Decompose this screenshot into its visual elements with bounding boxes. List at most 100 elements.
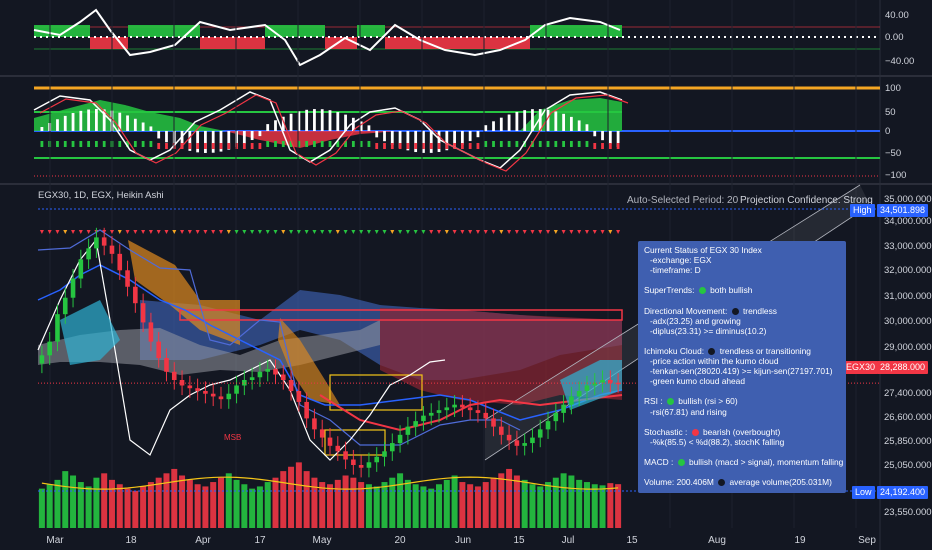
ichimoku-line-1: -price action within the kumo cloud <box>650 356 779 367</box>
osc2-bar <box>445 131 449 151</box>
osc2-dot <box>336 141 340 147</box>
osc2-bar <box>71 113 75 131</box>
volume-bar <box>140 486 147 528</box>
candle-body <box>156 341 161 359</box>
signal-marker <box>491 230 496 234</box>
dm-row: Directional Movement: trendless <box>644 305 777 316</box>
neutral-dot-icon <box>708 347 716 355</box>
signal-marker <box>320 230 325 234</box>
candle-body <box>335 445 341 452</box>
high-tag-label: High <box>850 204 875 217</box>
volume-bar <box>171 468 178 528</box>
osc2-dot <box>289 141 293 147</box>
signal-marker <box>616 230 621 234</box>
volume-bar <box>373 486 380 528</box>
osc2-bar <box>398 131 402 148</box>
date-tick-label: 15 <box>626 535 638 546</box>
signal-marker <box>78 230 83 234</box>
volume-bar <box>46 484 53 528</box>
osc2-dot <box>554 141 558 147</box>
osc2-bar <box>87 109 91 131</box>
candle-body <box>452 404 457 408</box>
candle-body <box>288 379 294 391</box>
osc2-bar <box>429 131 433 153</box>
rsi-row: RSI : bullish (rsi > 60) <box>644 396 738 407</box>
bull-dot-icon <box>698 287 706 295</box>
candle-body <box>561 404 566 413</box>
osc2-dot <box>211 143 215 149</box>
osc2-bar <box>344 114 347 131</box>
osc2-bar <box>242 131 246 144</box>
signal-marker <box>257 230 262 234</box>
osc2-bar <box>499 117 503 131</box>
osc2-bar <box>437 131 441 152</box>
signal-marker <box>250 230 255 234</box>
price-tick-label: 31,000.000 <box>884 291 932 302</box>
volume-bar <box>428 488 435 528</box>
volume-bar <box>436 484 443 528</box>
candle-body <box>397 434 403 444</box>
osc2-dot <box>87 141 91 147</box>
candle-body <box>374 456 380 463</box>
osc2-dot <box>320 141 324 147</box>
band-zone <box>60 300 120 365</box>
volume-bar <box>334 479 341 528</box>
price-tick-label: 33,000.000 <box>884 241 932 252</box>
volume-bar <box>38 488 45 528</box>
candle-body <box>545 421 551 430</box>
signal-marker <box>125 230 130 234</box>
osc1-histogram-block <box>530 25 622 37</box>
candle-body <box>506 434 512 441</box>
osc2-dot <box>141 141 145 147</box>
supertrends-row: SuperTrends: both bullish <box>644 285 753 296</box>
signal-marker <box>109 230 114 234</box>
signal-marker <box>296 230 301 234</box>
osc2-dot <box>414 143 418 149</box>
date-tick-label: Aug <box>708 535 726 546</box>
osc2-bar <box>266 124 270 131</box>
candle-body <box>491 418 496 427</box>
date-tick-label: Sep <box>858 535 876 546</box>
volume-bar <box>62 471 69 528</box>
candle-body <box>70 278 76 298</box>
volume-bar <box>521 479 528 528</box>
osc2-bar <box>577 120 581 131</box>
candle-body <box>351 459 356 466</box>
osc2-dot <box>351 141 355 147</box>
osc2-bar <box>554 111 558 131</box>
volume-bar <box>327 484 333 528</box>
stoch-line-1: -%k(85.5) < %d(88.2), stochK falling <box>650 436 785 447</box>
date-tick-label: Mar <box>46 535 64 546</box>
candle-body <box>514 440 520 446</box>
low-tag-label: Low <box>852 486 875 499</box>
status-panel: Current Status of EGX 30 Index -exchange… <box>638 241 846 493</box>
volume-bar <box>397 473 404 528</box>
candle-body <box>195 388 200 391</box>
signal-marker <box>203 230 208 234</box>
osc2-bar <box>219 131 223 152</box>
candle-body <box>55 314 60 342</box>
volume-bar <box>295 462 302 528</box>
candle-body <box>265 369 271 372</box>
osc2-bar <box>274 120 277 131</box>
price-tick-label: 35,000.000 <box>884 194 932 205</box>
signal-marker <box>413 230 418 234</box>
osc2-dot <box>585 141 589 147</box>
bull-dot-icon <box>666 398 674 406</box>
osc2-dot <box>344 141 347 147</box>
osc2-dot <box>281 141 285 147</box>
signal-marker <box>546 230 551 234</box>
osc1-histogram-block <box>200 37 265 49</box>
osc2-bar <box>562 113 565 131</box>
symbol-legend[interactable]: EGX30, 1D, EGX, Heikin Ashi <box>38 190 164 201</box>
volume-bar <box>529 484 536 528</box>
price-tick-label: 27,400.000 <box>884 388 932 399</box>
volume-bar <box>241 484 248 528</box>
osc2-bar <box>468 131 472 142</box>
last-tag-value: 28,288.000 <box>877 361 929 374</box>
osc2-bar <box>227 131 231 150</box>
candle-body <box>366 462 372 468</box>
osc2-bar <box>118 112 122 131</box>
candle-body <box>273 369 278 375</box>
candle-body <box>203 390 208 394</box>
